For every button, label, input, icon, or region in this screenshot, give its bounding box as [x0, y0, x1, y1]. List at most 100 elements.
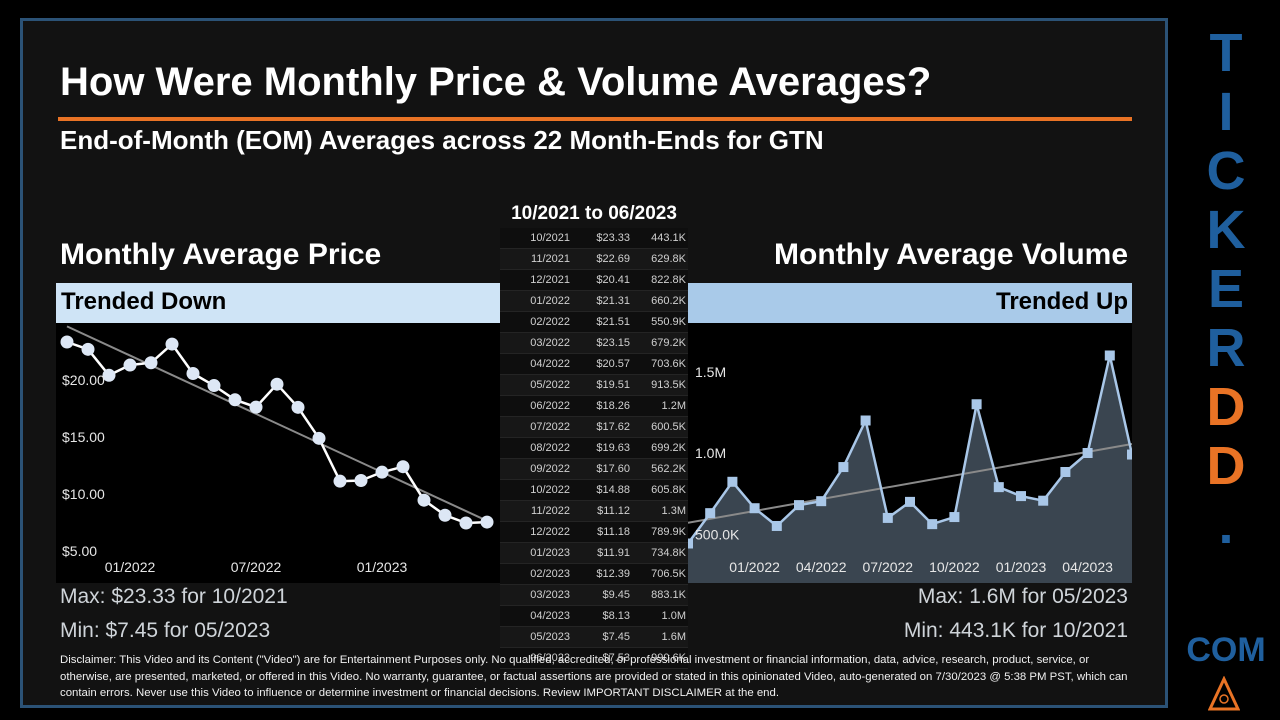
- price-min-text: Min: $7.45 for 05/2023: [60, 619, 271, 642]
- table-cell-price: $21.31: [572, 290, 632, 312]
- data-point: [1060, 466, 1071, 477]
- table-cell-price: $19.51: [572, 374, 632, 396]
- data-point: [333, 474, 347, 488]
- volume-max-text: Max: 1.6M for 05/2023: [917, 585, 1128, 608]
- price-heading: Monthly Average Price: [60, 238, 382, 271]
- table-row: 10/2022 $14.88 605.8K: [500, 479, 688, 501]
- volume-chart: 1.5M 1.0M 500.0K 01/2022 04/2022 07/2022 10/20…: [688, 323, 1132, 583]
- price-max-text: Max: $23.33 for 10/2021: [60, 585, 288, 608]
- table-cell-volume: 706.5K: [632, 563, 688, 585]
- x-tick-label: 01/2023: [357, 559, 408, 575]
- price-trendline: [66, 325, 488, 522]
- data-point: [971, 399, 982, 410]
- x-tick-label: 01/2023: [996, 559, 1047, 575]
- monthly-data-table: 10/2021 $23.33 443.1K 11/2021 $22.69 629.8K 12…: [500, 228, 688, 669]
- title-underline: [58, 117, 1132, 121]
- data-point: [771, 520, 782, 531]
- table-cell-month: 02/2023: [500, 563, 572, 585]
- page-title: How Were Monthly Price & Volume Averages…: [60, 60, 932, 104]
- table-cell-month: 09/2022: [500, 458, 572, 480]
- table-cell-volume: 660.2K: [632, 290, 688, 312]
- table-cell-month: 05/2023: [500, 626, 572, 648]
- data-point: [459, 516, 473, 530]
- y-tick-label: $20.00: [62, 372, 105, 388]
- table-row: 03/2023 $9.45 883.1K: [500, 584, 688, 606]
- table-row: 06/2022 $18.26 1.2M: [500, 395, 688, 417]
- table-row: 05/2023 $7.45 1.6M: [500, 626, 688, 648]
- table-row: 04/2022 $20.57 703.6K: [500, 353, 688, 375]
- data-point: [1127, 449, 1132, 460]
- table-cell-month: 10/2021: [500, 228, 572, 249]
- brand-letter: .: [1218, 495, 1234, 555]
- table-cell-volume: 734.8K: [632, 542, 688, 564]
- table-cell-price: $8.13: [572, 605, 632, 627]
- table-row: 12/2021 $20.41 822.8K: [500, 269, 688, 291]
- table-row: 04/2023 $8.13 1.0M: [500, 605, 688, 627]
- brand-vertical-wordmark: T I C K E R D D. COM: [1176, 26, 1276, 686]
- brand-letter: E: [1207, 259, 1245, 319]
- x-tick-label: 01/2022: [105, 559, 156, 575]
- table-cell-volume: 822.8K: [632, 269, 688, 291]
- data-point: [228, 393, 242, 407]
- table-cell-month: 01/2023: [500, 542, 572, 564]
- table-row: 06/2023 $7.53 990.6K: [500, 647, 688, 669]
- table-row: 11/2022 $11.12 1.3M: [500, 500, 688, 522]
- disclaimer-text: Disclaimer: This Video and its Content (…: [60, 654, 1128, 700]
- y-tick-label: $5.00: [62, 543, 97, 559]
- y-tick-label: 500.0K: [695, 526, 740, 542]
- data-point: [417, 493, 431, 507]
- table-cell-volume: 789.9K: [632, 521, 688, 543]
- data-point: [882, 512, 893, 523]
- data-point: [1082, 448, 1093, 458]
- table-cell-month: 12/2021: [500, 269, 572, 291]
- table-row: 10/2021 $23.33 443.1K: [500, 228, 688, 249]
- table-cell-price: $17.62: [572, 416, 632, 438]
- table-cell-volume: 699.2K: [632, 437, 688, 459]
- data-point: [291, 400, 305, 414]
- volume-trendline: [688, 442, 1132, 524]
- page-subtitle: End-of-Month (EOM) Averages across 22 Mo…: [60, 125, 824, 155]
- table-cell-price: $23.15: [572, 332, 632, 354]
- data-point: [480, 515, 494, 529]
- data-point: [207, 379, 221, 393]
- table-cell-price: $7.45: [572, 626, 632, 648]
- table-row: 11/2021 $22.69 629.8K: [500, 248, 688, 270]
- data-point: [1104, 350, 1115, 361]
- data-point: [123, 358, 137, 372]
- table-cell-volume: 883.1K: [632, 584, 688, 606]
- table-cell-month: 02/2022: [500, 311, 572, 333]
- x-tick-label: 04/2023: [1062, 559, 1113, 575]
- y-tick-label: 1.0M: [695, 445, 726, 461]
- table-cell-volume: 443.1K: [632, 228, 688, 249]
- table-cell-month: 04/2023: [500, 605, 572, 627]
- table-row: 03/2022 $23.15 679.2K: [500, 332, 688, 354]
- y-tick-label: $15.00: [62, 429, 105, 445]
- data-point: [396, 460, 410, 474]
- table-cell-month: 01/2022: [500, 290, 572, 312]
- brand-letter: D: [1206, 436, 1246, 496]
- data-point: [60, 335, 74, 349]
- brand-letter: C: [1206, 141, 1246, 201]
- data-point: [688, 538, 693, 549]
- table-cell-month: 06/2022: [500, 395, 572, 417]
- table-row: 02/2022 $21.51 550.9K: [500, 311, 688, 333]
- table-cell-volume: 629.8K: [632, 248, 688, 270]
- volume-trend-label: Trended Up: [995, 288, 1128, 315]
- data-point: [165, 337, 179, 351]
- table-cell-volume: 1.2M: [632, 395, 688, 417]
- data-point: [794, 500, 804, 511]
- table-cell-price: $21.51: [572, 311, 632, 333]
- x-tick-label: 04/2022: [796, 559, 847, 575]
- table-row: 12/2022 $11.18 789.9K: [500, 521, 688, 543]
- table-row: 01/2023 $11.91 734.8K: [500, 542, 688, 564]
- data-point: [727, 476, 738, 487]
- price-trend-label: Trended Down: [61, 288, 227, 315]
- table-cell-price: $20.57: [572, 353, 632, 375]
- date-range-label: 10/2021 to 06/2023: [511, 203, 677, 224]
- table-cell-volume: 703.6K: [632, 353, 688, 375]
- table-cell-month: 06/2023: [500, 647, 572, 669]
- brand-logo-icon: [1208, 676, 1240, 711]
- data-point: [705, 508, 716, 519]
- table-cell-month: 11/2022: [500, 500, 572, 522]
- table-cell-price: $11.18: [572, 521, 632, 543]
